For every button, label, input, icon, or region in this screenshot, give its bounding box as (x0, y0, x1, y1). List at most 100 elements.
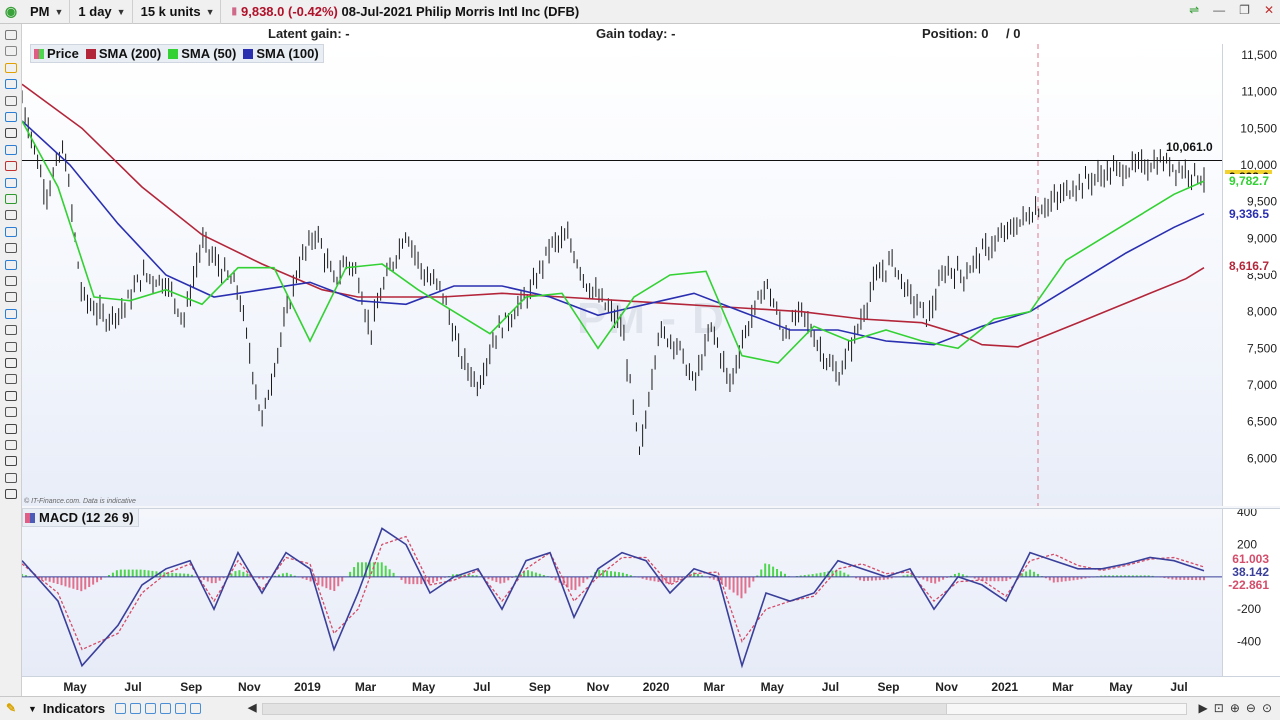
pencil-icon[interactable]: ✎ (6, 701, 17, 715)
symbol-dropdown[interactable]: PM ▼ (22, 0, 71, 24)
zoom-fit-icon[interactable]: ⊡ (1213, 701, 1224, 715)
legend-price[interactable]: Price (31, 45, 83, 62)
histogram-bar (60, 576, 63, 586)
histogram-bar (337, 576, 340, 587)
layout-icon[interactable] (160, 703, 172, 714)
drawing-tool-icon[interactable] (5, 423, 17, 434)
size-dropdown[interactable]: 15 k units ▼ (133, 0, 222, 24)
drawing-tool-icon[interactable] (5, 259, 17, 270)
drawing-tool-icon[interactable] (5, 390, 17, 401)
histogram-bar (886, 576, 889, 580)
legend-sma50-label: SMA (50) (181, 46, 237, 61)
drawing-tool-icon[interactable] (5, 226, 17, 237)
price-chart-area[interactable]: PM - D (22, 44, 1222, 506)
drawing-tool-icon[interactable] (5, 276, 17, 286)
histogram-bar (190, 574, 193, 577)
zoom-out-icon[interactable]: ⊖ (1245, 701, 1256, 715)
histogram-bar (202, 576, 205, 580)
drawing-tool-icon[interactable] (5, 30, 17, 40)
zoom-reset-icon[interactable]: ⊙ (1261, 701, 1272, 715)
close-icon[interactable]: ✕ (1263, 3, 1274, 17)
histogram-bar (712, 576, 715, 580)
histogram-bar (1056, 576, 1059, 583)
drawing-tool-icon[interactable] (5, 46, 17, 57)
drawing-tool-icon[interactable] (5, 144, 17, 155)
drawing-tool-icon[interactable] (5, 407, 17, 418)
time-scrollbar[interactable] (262, 703, 1187, 715)
layout-icon[interactable] (145, 703, 157, 714)
macd-legend[interactable]: MACD (12 26 9) (22, 508, 139, 527)
drawing-tool-icon[interactable] (5, 112, 17, 122)
info-bar: Latent gain: - Gain today: - Position: 0… (22, 24, 1280, 44)
drawing-tool-icon[interactable] (5, 325, 17, 336)
price-tick-label: 11,000 (1241, 85, 1277, 99)
scrollbar-thumb[interactable] (946, 704, 1186, 714)
price-tick-label: 9,500 (1247, 195, 1277, 209)
drawing-tool-icon[interactable] (5, 128, 17, 139)
drawing-tool-icon[interactable] (5, 472, 17, 483)
drawing-tool-icon[interactable] (5, 341, 17, 352)
app-logo-icon: ◉ (4, 3, 18, 19)
quote-price: 9,838.0 (241, 4, 285, 19)
legend-sma100[interactable]: SMA (100) (240, 45, 322, 62)
histogram-bar (368, 562, 371, 577)
drawing-tool-icon[interactable] (5, 79, 17, 90)
drawing-tool-icon[interactable] (5, 456, 17, 467)
drawing-tool-icon[interactable] (5, 177, 17, 188)
interval-dropdown[interactable]: 1 day ▼ (70, 0, 133, 24)
layout-icon[interactable] (190, 703, 202, 714)
drawing-tool-icon[interactable] (5, 62, 17, 73)
histogram-bar (111, 572, 114, 577)
layout-icon[interactable] (115, 703, 127, 714)
drawing-tool-icon[interactable] (5, 440, 17, 450)
drawing-tool-icon[interactable] (5, 308, 17, 319)
macd-axis[interactable]: 400 200 -200 -400 (1222, 508, 1280, 676)
scroll-left-icon[interactable]: ◀ (248, 702, 257, 714)
histogram-bar (175, 573, 178, 577)
zoom-in-icon[interactable]: ⊕ (1229, 701, 1240, 715)
macd-signal-line[interactable] (22, 535, 1205, 651)
restore-icon[interactable]: ❐ (1239, 3, 1250, 17)
macd-chart-area[interactable] (22, 508, 1222, 676)
minimize-icon[interactable]: — (1213, 3, 1226, 17)
layout-icon[interactable] (175, 703, 187, 714)
histogram-bar (76, 576, 79, 590)
histogram-bar (965, 575, 968, 577)
drawing-tool-icon[interactable] (5, 292, 17, 303)
legend-sma50[interactable]: SMA (50) (165, 45, 240, 62)
histogram-bar (523, 570, 526, 577)
drawing-tool-icon[interactable] (5, 489, 17, 500)
indicators-dropdown[interactable]: ▼ Indicators (28, 701, 105, 716)
link-icon[interactable]: ⇌ (1189, 3, 1200, 17)
drawing-tool-icon[interactable] (5, 210, 17, 221)
histogram-bar (843, 572, 846, 577)
histogram-bar (333, 576, 336, 592)
drawing-tool-icon[interactable] (5, 194, 17, 204)
macd-badge: 38.142 (1225, 565, 1272, 579)
layout-icon[interactable] (130, 703, 142, 714)
drawing-tool-icon[interactable] (5, 161, 17, 172)
macd-line[interactable] (22, 527, 1205, 669)
drawing-tool-icon[interactable] (5, 358, 17, 368)
sma50-line[interactable] (22, 120, 1205, 364)
histogram-bar (198, 576, 201, 579)
histogram-bar (724, 576, 727, 587)
histogram-bar (262, 576, 265, 580)
histogram-bar (783, 573, 786, 577)
histogram-bar (554, 576, 557, 581)
date-axis-svg: May Jul Sep Nov 2019 Mar May Jul Sep Nov 2020 Mar Ma… (63, 680, 1187, 694)
legend-sma200[interactable]: SMA (200) (83, 45, 165, 62)
drawing-tool-icon[interactable] (5, 243, 17, 254)
histogram-bar (740, 576, 743, 599)
price-axis[interactable]: 11,500 11,000 10,500 10,000 9,500 9,000 8,500 8… (1222, 44, 1280, 506)
date-tick-label: Jul (1170, 680, 1187, 694)
date-axis[interactable]: May Jul Sep Nov 2019 Mar May Jul Sep Nov 2020 Mar Ma… (22, 676, 1280, 696)
histogram-bar (1139, 575, 1142, 577)
chevron-down-icon: ▼ (54, 6, 64, 17)
drawing-tool-icon[interactable] (5, 374, 17, 385)
histogram-bar (242, 571, 245, 577)
histogram-bar (246, 573, 249, 577)
layout-buttons (115, 703, 202, 714)
drawing-tool-icon[interactable] (5, 95, 17, 106)
scroll-right-icon[interactable]: ▶ (1198, 701, 1208, 715)
